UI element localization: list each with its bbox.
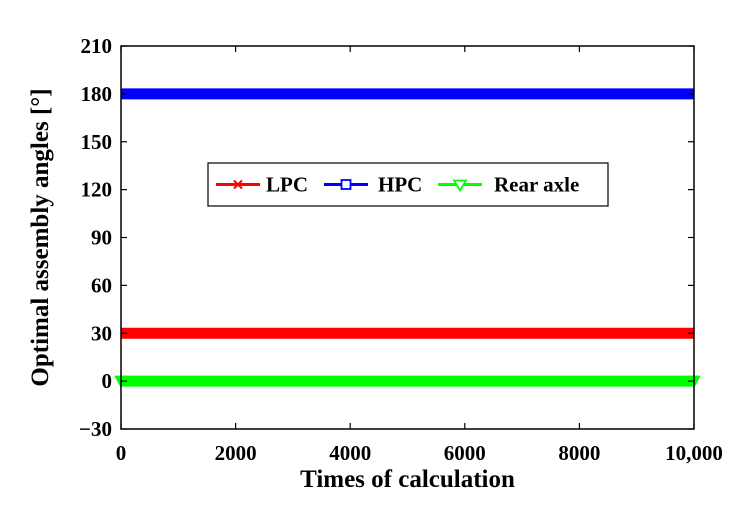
y-tick-label: 120 [81,178,113,202]
y-axis-title: Optimal assembly angles [°] [27,88,54,386]
plot-area [120,45,695,430]
legend-marker-triangle-icon [452,179,468,193]
y-tick-label: 0 [102,369,113,393]
series-layer [114,88,701,389]
x-tick-label: 8000 [558,441,600,465]
legend-label-rear-axle: Rear axle [494,173,579,197]
legend-marker-square-icon [340,179,352,190]
legend-label-lpc: LPC [266,173,308,197]
y-tick-label: 150 [81,130,113,154]
axis-ticks: 0 2000 4000 6000 8000 10,000−3003060901201501… [79,34,723,465]
x-tick-label: 0 [116,441,127,465]
legend-marker-x-icon [233,179,243,190]
y-tick-label: 60 [91,273,112,297]
x-tick-label: 10,000 [665,441,723,465]
x-tick-label: 4000 [329,441,371,465]
y-tick-label: 30 [91,321,112,345]
x-axis-title: Times of calculation [300,466,515,493]
x-tick-label: 2000 [215,441,257,465]
legend: LPC HPC Rear axle [207,162,609,207]
y-tick-label: 180 [81,82,113,106]
y-tick-label: −30 [79,417,112,441]
x-tick-label: 6000 [444,441,486,465]
legend-box [207,162,609,207]
y-tick-label: 90 [91,226,112,250]
legend-label-hpc: HPC [378,173,422,197]
y-tick-label: 210 [81,34,113,58]
